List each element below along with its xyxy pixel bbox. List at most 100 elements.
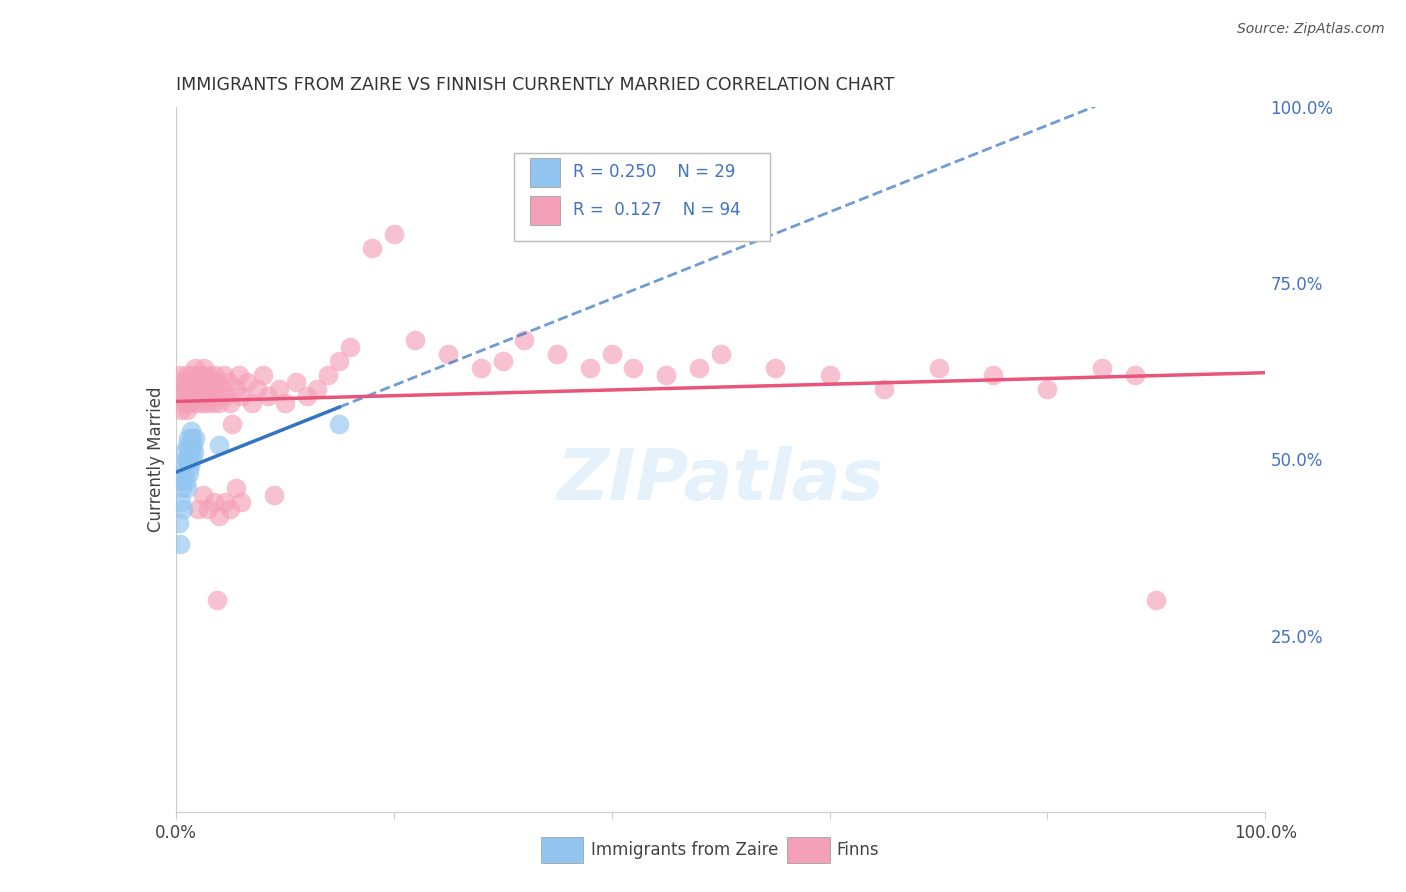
Point bbox=[180, 424, 202, 438]
Point bbox=[191, 396, 214, 410]
Text: Immigrants from Zaire: Immigrants from Zaire bbox=[591, 841, 778, 859]
Point bbox=[177, 431, 200, 445]
Point bbox=[172, 467, 194, 481]
Point bbox=[181, 431, 204, 445]
Point bbox=[688, 360, 710, 375]
Point bbox=[174, 382, 197, 396]
Point bbox=[181, 452, 204, 467]
Point bbox=[180, 445, 202, 459]
Point bbox=[174, 474, 197, 488]
Point bbox=[170, 403, 193, 417]
Point bbox=[360, 241, 382, 255]
Point bbox=[231, 389, 253, 403]
Point bbox=[981, 368, 1004, 382]
Point bbox=[186, 396, 208, 410]
Text: Source: ZipAtlas.com: Source: ZipAtlas.com bbox=[1237, 22, 1385, 37]
Point bbox=[177, 452, 200, 467]
Point bbox=[212, 368, 235, 382]
Point bbox=[205, 375, 228, 389]
Point bbox=[269, 382, 291, 396]
Point bbox=[211, 382, 233, 396]
Point bbox=[195, 396, 218, 410]
FancyBboxPatch shape bbox=[530, 195, 561, 226]
Point bbox=[274, 396, 297, 410]
FancyBboxPatch shape bbox=[530, 158, 561, 187]
Y-axis label: Currently Married: Currently Married bbox=[146, 386, 165, 533]
Point bbox=[318, 368, 340, 382]
Point bbox=[176, 438, 198, 452]
Point bbox=[513, 333, 536, 347]
Point bbox=[195, 375, 218, 389]
Point bbox=[1123, 368, 1146, 382]
Point bbox=[818, 368, 841, 382]
Point bbox=[263, 487, 285, 501]
Point bbox=[191, 382, 214, 396]
Point bbox=[1036, 382, 1059, 396]
Point bbox=[173, 396, 195, 410]
Point bbox=[200, 389, 222, 403]
Point bbox=[179, 396, 201, 410]
Point bbox=[179, 438, 201, 452]
Point bbox=[215, 389, 238, 403]
Point bbox=[197, 368, 219, 382]
Point bbox=[205, 593, 228, 607]
Point bbox=[405, 333, 427, 347]
Point bbox=[177, 389, 200, 403]
Point bbox=[214, 494, 236, 508]
Point bbox=[176, 403, 198, 417]
Point bbox=[176, 481, 198, 495]
Point bbox=[1091, 360, 1114, 375]
Point bbox=[240, 396, 263, 410]
Point bbox=[184, 360, 207, 375]
Point bbox=[198, 382, 221, 396]
Point bbox=[184, 431, 207, 445]
Point bbox=[225, 382, 247, 396]
Point bbox=[186, 382, 209, 396]
Point bbox=[201, 396, 224, 410]
Point bbox=[176, 368, 198, 382]
Text: Finns: Finns bbox=[837, 841, 879, 859]
Point bbox=[173, 445, 195, 459]
Point bbox=[231, 494, 253, 508]
Point bbox=[172, 501, 194, 516]
Point bbox=[208, 396, 231, 410]
Point bbox=[180, 382, 202, 396]
Point bbox=[235, 375, 257, 389]
Point bbox=[655, 368, 678, 382]
Point bbox=[167, 516, 190, 530]
Point bbox=[228, 368, 250, 382]
Point bbox=[181, 438, 204, 452]
Point bbox=[167, 368, 190, 382]
Point bbox=[179, 459, 201, 474]
Point bbox=[763, 360, 786, 375]
Point bbox=[252, 368, 274, 382]
Point bbox=[202, 494, 225, 508]
Point bbox=[183, 375, 205, 389]
Text: ZIPatlas: ZIPatlas bbox=[557, 446, 884, 515]
Point bbox=[172, 481, 194, 495]
Point bbox=[197, 501, 219, 516]
Point bbox=[621, 360, 644, 375]
Point bbox=[174, 452, 197, 467]
Point bbox=[191, 487, 214, 501]
Point bbox=[181, 368, 204, 382]
Point bbox=[225, 481, 247, 495]
Point bbox=[382, 227, 405, 241]
Text: R =  0.127    N = 94: R = 0.127 N = 94 bbox=[574, 202, 741, 219]
Point bbox=[187, 368, 209, 382]
Point bbox=[710, 346, 733, 360]
Point bbox=[284, 375, 307, 389]
Text: IMMIGRANTS FROM ZAIRE VS FINNISH CURRENTLY MARRIED CORRELATION CHART: IMMIGRANTS FROM ZAIRE VS FINNISH CURRENT… bbox=[176, 77, 894, 95]
Point bbox=[873, 382, 896, 396]
Point bbox=[173, 459, 195, 474]
Point bbox=[186, 501, 209, 516]
Point bbox=[546, 346, 568, 360]
Point bbox=[579, 360, 602, 375]
Point bbox=[339, 340, 361, 354]
Point bbox=[307, 382, 329, 396]
Point bbox=[177, 467, 200, 481]
Point bbox=[169, 537, 191, 551]
Point bbox=[181, 389, 204, 403]
Point bbox=[328, 353, 350, 368]
Point bbox=[219, 396, 242, 410]
